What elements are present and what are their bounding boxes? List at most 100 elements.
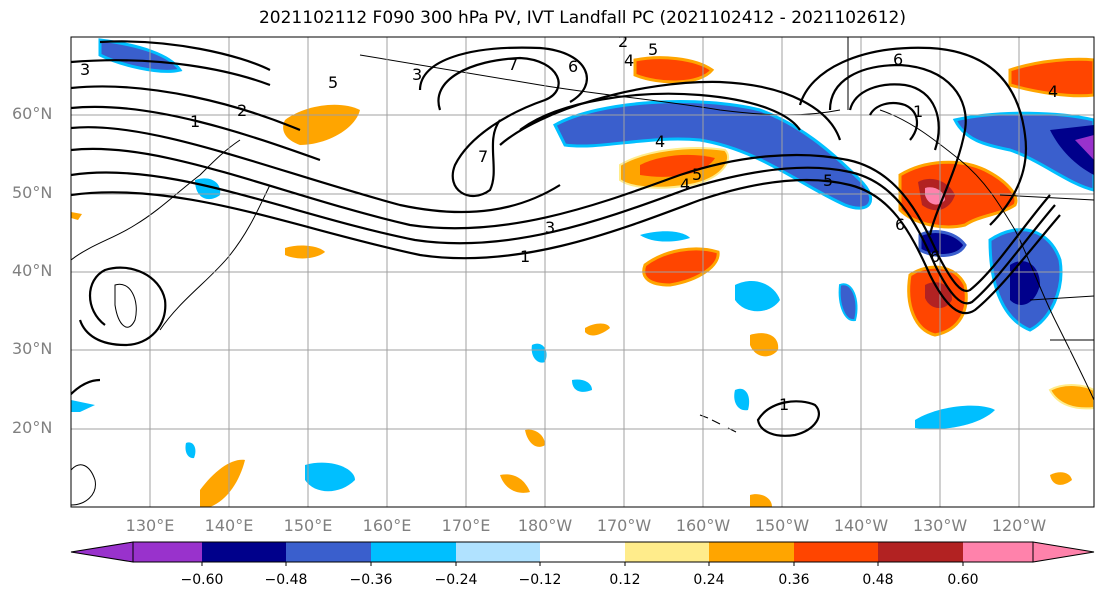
colorbar-tick-label: 0.36 bbox=[778, 572, 810, 588]
lon-label: 170°W bbox=[596, 516, 652, 535]
contour-label: 2 bbox=[618, 32, 628, 51]
pv-contour bbox=[71, 105, 321, 162]
neg-blob-4 bbox=[305, 462, 355, 492]
pv-contour bbox=[848, 83, 940, 151]
lon-label: 170°E bbox=[441, 516, 491, 535]
neg-blob-2 bbox=[838, 283, 858, 322]
pos-blob-2 bbox=[285, 245, 325, 259]
colorbar-bin bbox=[371, 542, 456, 562]
contour-label: 4 bbox=[1048, 82, 1058, 101]
contour-label: 5 bbox=[328, 73, 338, 92]
shading-layer bbox=[71, 38, 1094, 507]
colorbar-tick-label: 0.48 bbox=[862, 572, 894, 588]
pos-anomaly-gulf-alaska bbox=[898, 160, 1018, 229]
colorbar-bin bbox=[202, 542, 286, 562]
pos-anomaly-bering bbox=[633, 56, 715, 84]
japan-coast bbox=[159, 184, 271, 331]
colorbar-bin bbox=[963, 542, 1033, 562]
neg-blob-7 bbox=[531, 343, 547, 363]
neg-blob-10 bbox=[185, 442, 196, 459]
lat-label: 60°N bbox=[12, 104, 53, 123]
neg-blob-8 bbox=[572, 379, 592, 392]
pv-contour bbox=[71, 378, 101, 396]
lon-label: 160°W bbox=[675, 516, 731, 535]
contour-label: 7 bbox=[478, 147, 488, 166]
contour-label: 3 bbox=[545, 218, 555, 237]
pv-contour bbox=[499, 80, 842, 146]
pos-core-north-pacific bbox=[640, 154, 715, 177]
colorbar-bin bbox=[540, 542, 625, 562]
lat-label: 50°N bbox=[12, 183, 53, 202]
lon-label: 120°W bbox=[991, 516, 1047, 535]
pv-contour bbox=[71, 178, 1061, 315]
contour-label: 5 bbox=[823, 171, 833, 190]
pos-blob-4 bbox=[1048, 384, 1094, 410]
pv-contour bbox=[99, 40, 271, 71]
pos-blob-1 bbox=[750, 333, 779, 357]
lon-label: 150°W bbox=[754, 516, 810, 535]
contour-label: 1 bbox=[520, 247, 530, 266]
contour-label: 3 bbox=[412, 65, 422, 84]
colorbar-bin bbox=[794, 542, 878, 562]
neg-core-gulf-alaska bbox=[1050, 125, 1094, 175]
pv-contour bbox=[71, 126, 561, 214]
pv-contour bbox=[71, 147, 1051, 293]
lon-label: 150°E bbox=[283, 516, 333, 535]
colorbar-tick-label: −0.60 bbox=[180, 572, 224, 588]
contour-label: 4 bbox=[680, 175, 690, 194]
colorbar-bin bbox=[709, 542, 794, 562]
neg-blob-9 bbox=[734, 388, 750, 411]
neg-blob-1 bbox=[735, 280, 780, 312]
contour-label: 6 bbox=[893, 50, 903, 69]
contour-label: 4 bbox=[655, 132, 665, 151]
contour-label: 3 bbox=[80, 60, 90, 79]
pv-contour bbox=[756, 400, 820, 437]
colorbar-bin bbox=[878, 542, 963, 562]
pos-anomaly-ne bbox=[1008, 57, 1094, 98]
colorbar-tick-label: 0.24 bbox=[693, 572, 725, 588]
contour-label: 6 bbox=[895, 215, 905, 234]
colorbar-tick-label: −0.36 bbox=[349, 572, 393, 588]
pv-contour bbox=[519, 92, 801, 131]
colorbar-extend-low bbox=[70, 541, 134, 563]
contour-label: 2 bbox=[237, 101, 247, 120]
neg-blob-6 bbox=[640, 231, 690, 242]
neg-anomaly-north-pacific bbox=[553, 100, 873, 210]
pv-contour bbox=[418, 46, 588, 103]
contour-label: 5 bbox=[648, 40, 658, 59]
asia-coast bbox=[71, 139, 241, 261]
contour-label: 6 bbox=[930, 247, 940, 266]
state-border-1 bbox=[1029, 295, 1094, 301]
neg-blob-5 bbox=[915, 405, 995, 430]
lat-label: 30°N bbox=[12, 339, 53, 358]
colorbar-bin bbox=[286, 542, 371, 562]
pos-blob-3 bbox=[585, 323, 610, 336]
pv-contour bbox=[71, 85, 301, 132]
colorbar-bin bbox=[625, 542, 709, 562]
pv-contour bbox=[828, 63, 967, 236]
neg-blob-11 bbox=[71, 400, 95, 412]
contour-label: 1 bbox=[779, 395, 789, 414]
pv-contour bbox=[437, 56, 560, 198]
colorbar-ticks bbox=[201, 562, 964, 566]
pv-contour bbox=[71, 59, 271, 87]
contour-label: 1 bbox=[190, 112, 200, 131]
pos-blob-5 bbox=[525, 429, 545, 447]
pv-contours bbox=[71, 40, 1061, 437]
neg-anomaly-nw bbox=[98, 38, 183, 73]
pos-blob-7 bbox=[500, 474, 530, 493]
contour-label-group: 1 2 3 1 4 4 5 5 5 3 7 6 2 5 4 7 1 6 6 1 … bbox=[80, 32, 1058, 414]
lon-label: 130°E bbox=[125, 516, 175, 535]
colorbar-bin bbox=[133, 542, 202, 562]
colorbar-tick-label: −0.24 bbox=[434, 572, 478, 588]
korea-coast bbox=[114, 283, 137, 328]
lon-label: 140°E bbox=[204, 516, 254, 535]
pv-contour bbox=[78, 266, 167, 347]
pv-contour bbox=[798, 46, 1027, 226]
lat-label: 40°N bbox=[12, 261, 53, 280]
contour-label: 1 bbox=[913, 102, 923, 121]
colorbar-extend-high bbox=[1032, 541, 1095, 563]
contour-label: 7 bbox=[508, 55, 518, 74]
pos-blob-6 bbox=[200, 459, 245, 507]
